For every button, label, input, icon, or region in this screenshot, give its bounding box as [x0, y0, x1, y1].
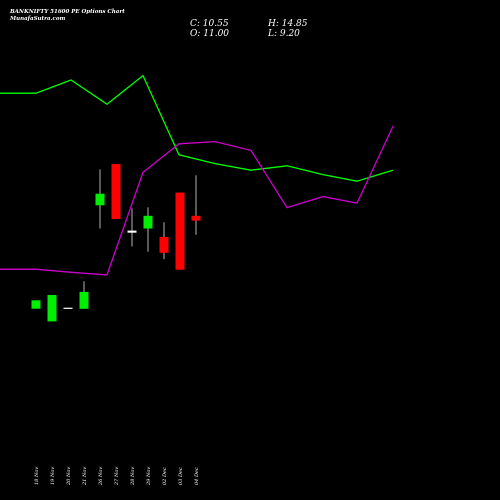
candle [191, 175, 201, 235]
x-tick-label: 02 Dec [162, 467, 168, 485]
candle [127, 208, 137, 247]
upper-indicator-line [0, 74, 394, 182]
candle-body [79, 291, 89, 309]
x-tick-label: 03 Dec [178, 467, 184, 485]
x-tick-label: 04 Dec [194, 467, 200, 485]
candle-body [159, 237, 169, 253]
x-tick-label: 27 Nov [114, 467, 120, 486]
candle-body [143, 215, 153, 229]
candle [95, 169, 105, 229]
x-tick-label: 26 Nov [98, 467, 104, 486]
low-price-label: L: 9.20 [268, 29, 300, 39]
open-price-label: O: 11.00 [190, 29, 230, 39]
x-tick-label: 18 Nov [34, 467, 40, 485]
candle [143, 207, 153, 252]
x-tick-label: 21 Nov [82, 467, 88, 486]
indicator-lines [0, 74, 394, 276]
x-tick-label: 20 Nov [66, 467, 72, 486]
candle [175, 192, 185, 270]
x-axis-ticks: 18 Nov 19 Nov 20 Nov 21 Nov 26 Nov 27 Nov 28 N… [34, 467, 200, 486]
candles-group [31, 164, 201, 322]
candle [31, 300, 41, 309]
lower-indicator-line [0, 125, 394, 276]
x-tick-label: 29 Nov [146, 467, 152, 486]
close-price-label: C: 10.55 [190, 19, 229, 29]
candle-body [63, 307, 73, 309]
candle [47, 295, 57, 322]
candle-body [127, 230, 137, 233]
candle-body [31, 300, 41, 309]
candle [79, 281, 89, 309]
candle-body [47, 295, 57, 322]
candle-body [175, 192, 185, 270]
x-tick-label: 19 Nov [50, 467, 56, 485]
candle [159, 222, 169, 260]
x-tick-label: 28 Nov [130, 467, 136, 486]
candle-body [95, 193, 105, 206]
candle [63, 307, 73, 309]
candle [111, 164, 121, 219]
candle-body [111, 164, 121, 219]
chart-title: BANKNIFTY 51600 PE Options Chart MunafaS… [10, 9, 125, 22]
candle-body [191, 215, 201, 221]
high-price-label: H: 14.85 [268, 19, 308, 29]
